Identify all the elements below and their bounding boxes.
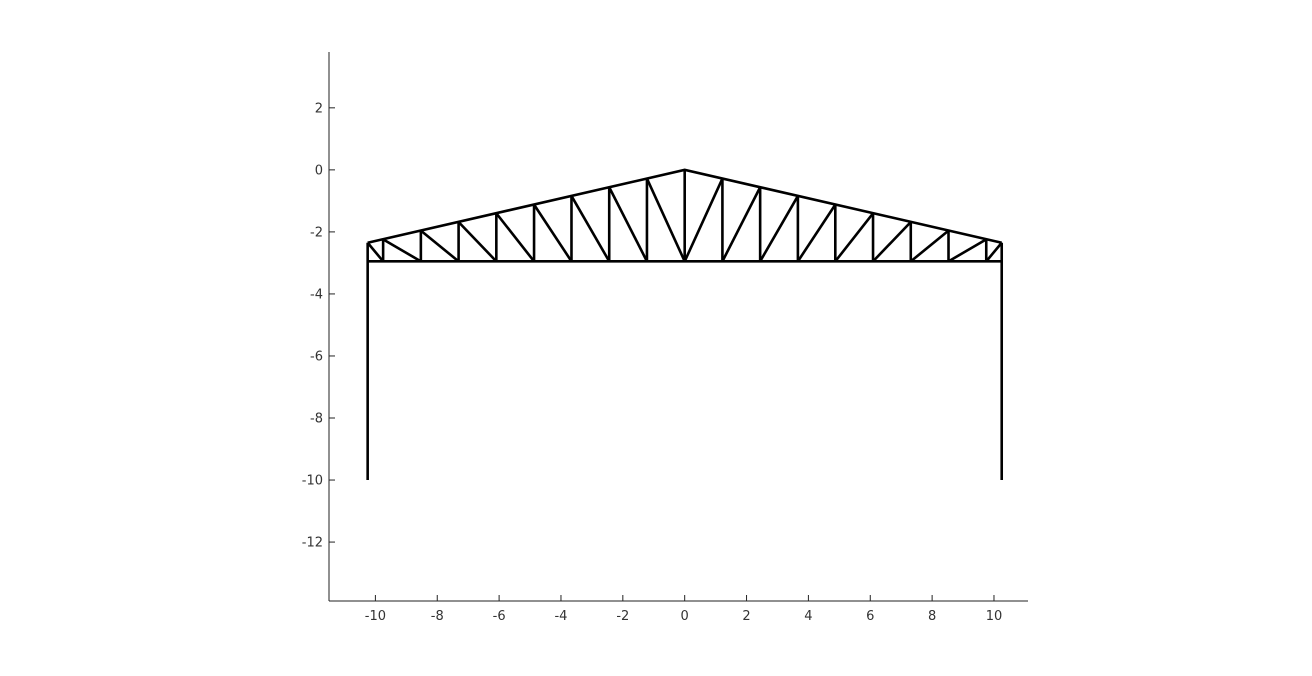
y-tick-label: 2 [315, 101, 323, 116]
truss-member-line [796, 203, 837, 263]
y-tick-label: -10 [302, 474, 323, 489]
truss-member-line [909, 229, 950, 263]
truss-member-line [495, 212, 536, 263]
y-tick-label: 0 [315, 163, 323, 178]
axes: -10 -8 -6 -4 -2 0 2 4 6 8 10 2 0 -2 -4 -6 -8 -10 -12 [302, 52, 1028, 624]
x-tick-label: -8 [431, 609, 444, 624]
y-tick-label: -12 [302, 536, 323, 551]
truss-member-line [420, 229, 460, 263]
x-tick-label: 0 [681, 609, 689, 624]
truss-member-line [457, 221, 498, 263]
truss-member-line [985, 241, 1003, 263]
y-tick-label: -6 [310, 349, 323, 364]
truss-member-line [834, 212, 875, 263]
x-tick-label: 2 [742, 609, 750, 624]
y-tick-label: -4 [310, 287, 323, 302]
y-ticks: 2 0 -2 -4 -6 -8 -10 -12 [302, 101, 335, 551]
truss-member-line [570, 195, 611, 263]
x-tick-label: 8 [928, 609, 936, 624]
x-tick-label: 4 [804, 609, 812, 624]
truss-member-line [366, 241, 385, 263]
y-tick-label: -8 [310, 412, 323, 427]
truss-member-line [645, 178, 686, 262]
truss-member-line [382, 238, 422, 263]
x-tick-label: 10 [986, 609, 1003, 624]
x-tick-label: 6 [866, 609, 874, 624]
y-tick-label: -2 [310, 225, 323, 240]
x-tick-label: -10 [365, 609, 386, 624]
truss-member-line [683, 178, 724, 262]
x-ticks: -10 -8 -6 -4 -2 0 2 4 6 8 10 [365, 595, 1002, 624]
truss-member-line [608, 186, 649, 262]
truss-member-line [947, 238, 987, 263]
x-tick-label: -2 [616, 609, 629, 624]
truss-member-line [721, 186, 762, 262]
truss-member-line [872, 221, 912, 263]
x-tick-label: -4 [554, 609, 567, 624]
x-tick-label: -6 [493, 609, 506, 624]
truss-members [366, 168, 1004, 481]
truss-member-line [532, 203, 573, 263]
truss-member-line [759, 195, 800, 263]
